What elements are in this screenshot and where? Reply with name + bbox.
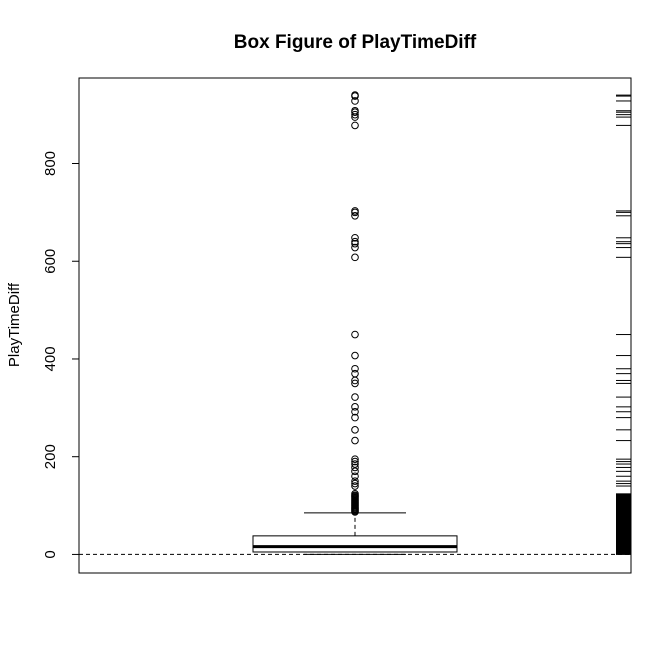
outlier-point <box>351 472 359 481</box>
outlier-point <box>351 413 359 422</box>
outlier-point <box>351 463 359 472</box>
outlier-point <box>351 253 359 262</box>
outlier-point <box>351 479 359 488</box>
box-iqr <box>252 535 458 553</box>
chart-title: Box Figure of PlayTimeDiff <box>234 32 477 53</box>
y-tick-label: 400 <box>42 346 59 371</box>
outlier-point <box>351 426 359 434</box>
outlier-point <box>351 351 359 360</box>
outlier-point <box>351 457 359 466</box>
rug-dense-block <box>616 493 631 555</box>
outlier-point <box>351 243 359 252</box>
outlier-point <box>351 233 359 242</box>
outlier-point <box>351 330 359 339</box>
y-tick-label: 800 <box>42 151 59 176</box>
outlier-point <box>351 403 359 411</box>
outlier-point <box>351 467 359 476</box>
outlier-point <box>351 237 359 246</box>
outlier-point <box>351 97 359 105</box>
y-tick-label: 0 <box>42 550 59 558</box>
outlier-point <box>351 369 359 378</box>
outlier-point <box>351 239 359 248</box>
outlier-point <box>351 490 359 498</box>
outlier-point <box>351 211 359 220</box>
outlier-point <box>351 110 359 119</box>
outlier-point <box>351 393 359 401</box>
y-tick-label: 200 <box>42 444 59 469</box>
plot-area <box>79 91 631 555</box>
y-axis-label: PlayTimeDiff <box>6 282 23 367</box>
y-tick-label: 600 <box>42 249 59 274</box>
outlier-point <box>351 460 359 468</box>
outlier-point <box>351 477 359 485</box>
outlier-point <box>351 121 359 130</box>
outlier-point <box>351 91 359 99</box>
outlier-point <box>351 436 359 445</box>
outlier-point <box>351 364 359 373</box>
outlier-point <box>351 106 359 115</box>
outlier-point <box>351 379 359 388</box>
outlier-point <box>351 455 359 463</box>
outlier-point <box>351 482 359 490</box>
outlier-point <box>351 207 359 215</box>
y-axis: 0 200 400 600 800 <box>42 151 80 559</box>
outlier-point <box>351 407 359 416</box>
